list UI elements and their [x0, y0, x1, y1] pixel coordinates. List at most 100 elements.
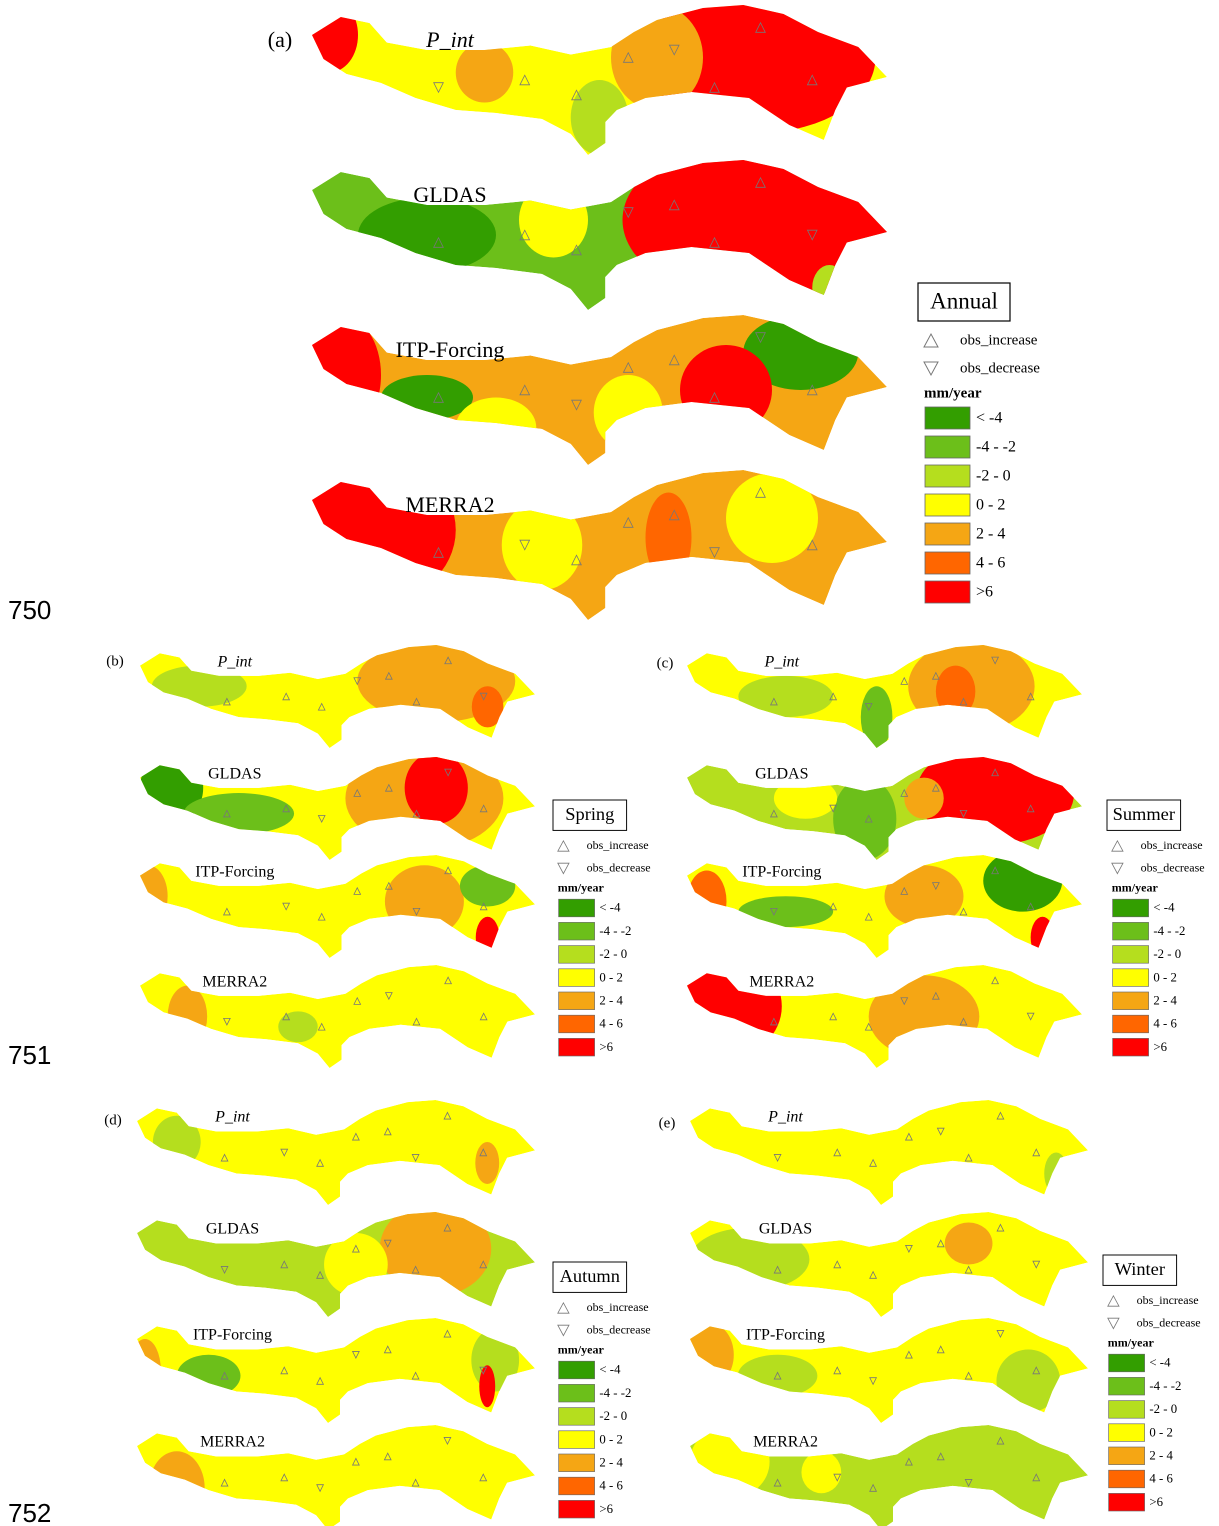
map-region — [738, 675, 834, 718]
station-marker — [1026, 1012, 1035, 1021]
station-marker — [443, 1223, 452, 1232]
station-marker — [833, 1366, 842, 1375]
station-marker — [571, 399, 582, 411]
legend-swatch — [1108, 1377, 1145, 1396]
station-marker — [222, 809, 231, 818]
station-marker — [316, 1158, 325, 1167]
station-marker — [864, 1022, 873, 1031]
legend-swatch — [558, 1476, 595, 1496]
map-region — [183, 793, 295, 835]
station-marker — [282, 692, 291, 701]
station-marker — [479, 1473, 488, 1482]
station-marker — [755, 332, 766, 344]
map-region — [687, 870, 727, 933]
legend-marker — [923, 332, 939, 348]
map-region — [904, 777, 944, 819]
map-name: ITP-Forcing — [742, 864, 821, 881]
map-name: P_int — [767, 1109, 803, 1126]
station-marker — [353, 996, 362, 1005]
station-marker — [1032, 1473, 1041, 1482]
station-marker — [622, 516, 634, 528]
legend-title: Autumn — [560, 1266, 620, 1286]
map-name: GLDAS — [755, 766, 808, 783]
map-region — [738, 896, 834, 928]
panel: (d) P_int GLDAS ITP-Forcing MERRA2 Autumn obs_… — [104, 1100, 651, 1526]
station-marker — [444, 656, 453, 665]
legend-label: >6 — [599, 1502, 613, 1516]
station-marker — [444, 768, 453, 777]
basin-map — [312, 470, 887, 620]
legend-marker — [1107, 1294, 1120, 1307]
station-marker — [991, 866, 1000, 875]
station-marker — [280, 1148, 289, 1157]
legend-label: -4 - -2 — [599, 924, 631, 938]
station-marker — [773, 1371, 782, 1380]
station-marker — [964, 1479, 973, 1487]
station-marker — [317, 1022, 326, 1031]
legend-swatch — [558, 991, 595, 1010]
station-marker — [964, 1153, 973, 1162]
map-region — [645, 492, 692, 583]
legend-label: -4 - -2 — [976, 439, 1016, 456]
station-marker — [864, 703, 873, 711]
station-marker — [829, 804, 838, 813]
station-marker — [1032, 1148, 1041, 1157]
map-region — [726, 473, 818, 563]
map-region — [324, 1233, 388, 1296]
station-marker — [1032, 1366, 1041, 1375]
legend-label: obs_decrease — [587, 1323, 651, 1337]
legend-label: -4 - -2 — [1149, 1379, 1181, 1393]
legend-marker — [557, 839, 570, 852]
legend-swatch — [1112, 991, 1149, 1010]
basin-map — [312, 315, 887, 465]
station-marker — [411, 1371, 420, 1380]
station-marker — [864, 814, 873, 823]
legend-swatch — [1108, 1400, 1145, 1419]
legend-swatch — [558, 1500, 595, 1519]
station-marker — [353, 677, 362, 686]
legend-label: 2 - 4 — [599, 1456, 623, 1470]
basin-map — [140, 965, 535, 1068]
station-marker — [383, 1452, 392, 1461]
legend-swatch — [558, 898, 595, 918]
map-region — [680, 345, 772, 435]
legend-label: 4 - 6 — [599, 1479, 623, 1493]
station-marker — [479, 1012, 488, 1021]
station-marker — [829, 1012, 838, 1021]
legend-swatch — [1108, 1446, 1145, 1465]
station-marker — [280, 1366, 289, 1375]
station-marker — [869, 1483, 878, 1492]
map-name: ITP-Forcing — [195, 864, 274, 881]
station-marker — [869, 1377, 878, 1386]
station-marker — [282, 804, 291, 813]
station-marker — [709, 236, 720, 248]
basin-map — [687, 645, 1082, 748]
legend-swatch — [924, 522, 971, 546]
station-marker — [282, 902, 291, 911]
legend-unit: mm/year — [558, 1343, 605, 1357]
station-marker — [443, 1111, 452, 1120]
panel: (a) P_int GLDAS ITP-Forcing MERRA2 Annual obs_… — [268, 5, 1040, 620]
panel-label: (c) — [657, 655, 674, 671]
map-fill — [137, 1100, 535, 1205]
map-region — [475, 916, 500, 958]
station-marker — [668, 44, 680, 56]
map-name: MERRA2 — [753, 1434, 818, 1451]
map-name: GLDAS — [759, 1221, 812, 1238]
legend-label: >6 — [1153, 1040, 1167, 1054]
station-marker — [806, 384, 818, 396]
station-marker — [900, 788, 909, 797]
station-marker — [220, 1478, 229, 1487]
station-marker — [220, 1153, 229, 1162]
legend-marker — [557, 1301, 570, 1314]
legend-unit: mm/year — [558, 881, 605, 895]
map-region — [151, 665, 247, 707]
map-region — [1030, 916, 1055, 958]
station-marker — [412, 697, 421, 706]
legend-swatch — [558, 922, 595, 941]
station-marker — [936, 1345, 945, 1354]
map-name: ITP-Forcing — [193, 1327, 272, 1344]
station-marker — [864, 912, 873, 921]
legend-title-box — [552, 1261, 628, 1293]
legend-label: 0 - 2 — [1153, 970, 1176, 984]
